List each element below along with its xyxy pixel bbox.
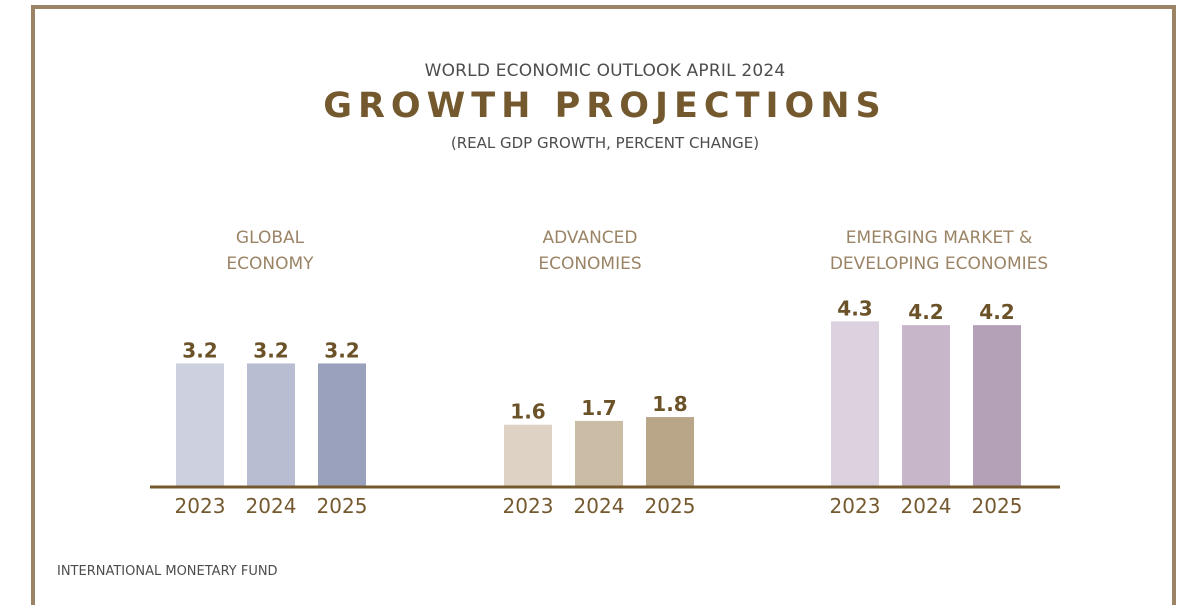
x-tick-label: 2023 <box>175 494 226 518</box>
group-label-line: GLOBAL <box>236 228 305 248</box>
bar-value-label: 3.2 <box>182 338 217 362</box>
group-label-line: ECONOMY <box>226 254 314 274</box>
x-tick-label: 2024 <box>574 494 625 518</box>
bar-value-label: 4.3 <box>837 296 872 320</box>
bar <box>247 363 295 486</box>
bar-value-label: 3.2 <box>324 338 359 362</box>
bar-value-label: 4.2 <box>979 300 1014 324</box>
bar-value-label: 4.2 <box>908 300 943 324</box>
x-tick-label: 2025 <box>972 494 1023 518</box>
bar-value-label: 1.7 <box>581 396 616 420</box>
x-tick-label: 2024 <box>246 494 297 518</box>
bar-value-label: 1.6 <box>510 400 545 424</box>
bar <box>973 325 1021 486</box>
x-tick-label: 2023 <box>503 494 554 518</box>
bar <box>646 417 694 486</box>
bar <box>902 325 950 486</box>
footer-source: INTERNATIONAL MONETARY FUND <box>57 564 278 579</box>
bar-value-label: 3.2 <box>253 338 288 362</box>
chart-supertitle: WORLD ECONOMIC OUTLOOK APRIL 2024 <box>424 61 786 81</box>
bar <box>831 321 879 486</box>
bar <box>318 363 366 486</box>
chart-frame <box>31 5 1176 605</box>
group-label-line: ADVANCED <box>542 228 637 248</box>
x-tick-label: 2024 <box>901 494 952 518</box>
x-tick-label: 2025 <box>317 494 368 518</box>
group-label-line: DEVELOPING ECONOMIES <box>830 254 1048 274</box>
chart-subtitle: (REAL GDP GROWTH, PERCENT CHANGE) <box>450 134 760 152</box>
x-tick-label: 2025 <box>645 494 696 518</box>
bar <box>176 363 224 486</box>
x-tick-label: 2023 <box>830 494 881 518</box>
group-label-line: ECONOMIES <box>538 254 641 274</box>
bar-value-label: 1.8 <box>652 392 687 416</box>
group-label-line: EMERGING MARKET & <box>846 228 1033 248</box>
chart-title: GROWTH PROJECTIONS <box>323 86 887 126</box>
bar <box>504 424 552 486</box>
bar <box>575 420 623 486</box>
